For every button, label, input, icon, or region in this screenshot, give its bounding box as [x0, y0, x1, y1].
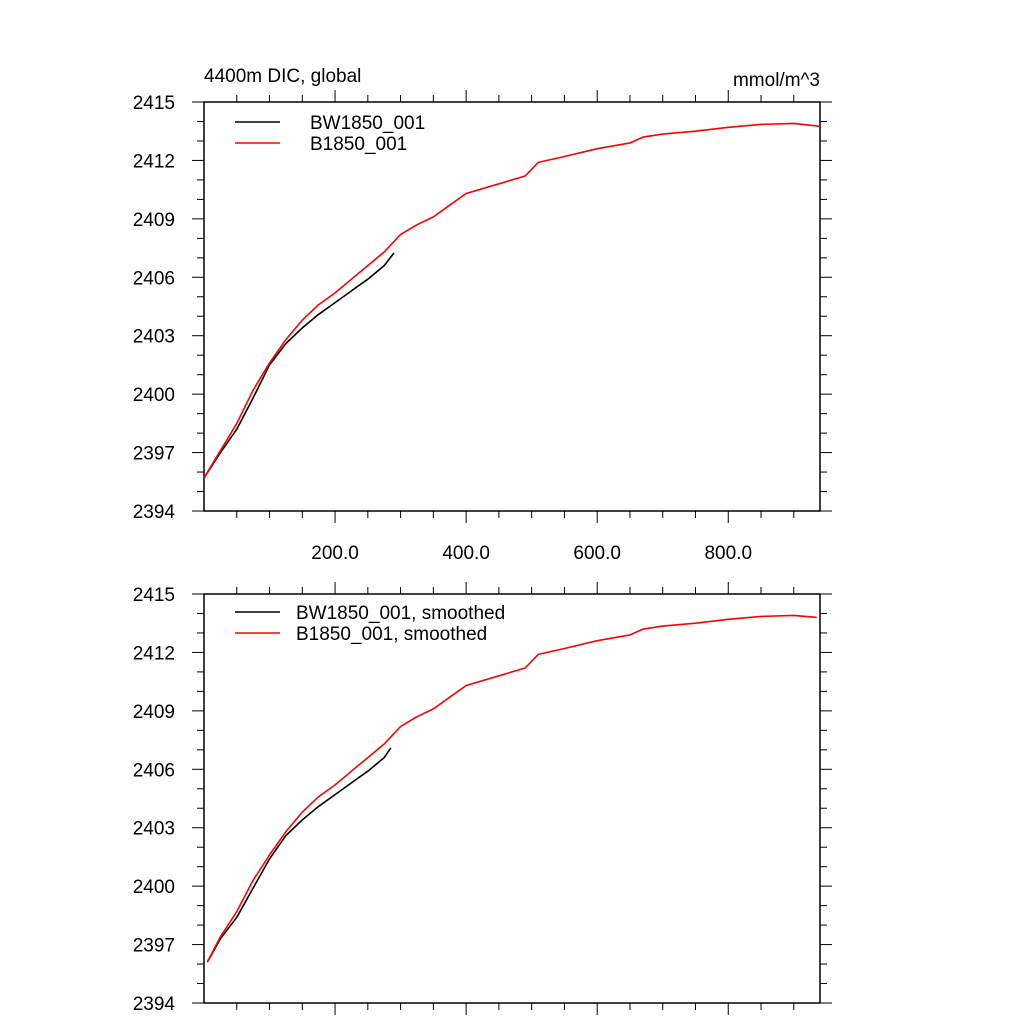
- series-line-b1850: [203, 122, 821, 479]
- y-tick-label: 2412: [133, 151, 175, 172]
- legend-label: BW1850_001, smoothed: [296, 603, 505, 624]
- y-tick-label: 2409: [133, 702, 175, 723]
- y-tick-label: 2400: [133, 385, 175, 406]
- y-tick-label: 2400: [133, 877, 175, 898]
- y-tick-label: 2415: [133, 585, 175, 606]
- units-label: mmol/m^3: [733, 70, 820, 91]
- y-tick-label: 2394: [133, 994, 176, 1015]
- series-line-b1850: [206, 614, 817, 963]
- y-tick-label: 2397: [133, 936, 175, 957]
- plot-frame: [203, 101, 821, 512]
- y-tick-label: 2415: [133, 93, 175, 114]
- legend-entry: BW1850_001, smoothed: [235, 603, 505, 624]
- series-line-bw1850: [206, 747, 392, 963]
- x-tick-label: 600.0: [573, 543, 621, 564]
- y-tick-label: 2406: [133, 268, 175, 289]
- legend-entry: BW1850_001: [235, 113, 425, 134]
- y-tick-label: 2403: [133, 327, 175, 348]
- legend-entry: B1850_001, smoothed: [235, 624, 487, 645]
- y-tick-label: 2403: [133, 819, 175, 840]
- plot-frame: [203, 593, 821, 1004]
- legend-label: BW1850_001: [310, 113, 425, 134]
- series-line-bw1850: [203, 252, 395, 479]
- x-tick-label: 400.0: [442, 543, 490, 564]
- x-tick-label: 200.0: [311, 543, 359, 564]
- y-tick-label: 2394: [133, 502, 176, 523]
- x-tick-label: 800.0: [704, 543, 752, 564]
- y-tick-label: 2412: [133, 643, 175, 664]
- y-tick-label: 2409: [133, 210, 175, 231]
- legend-label: B1850_001: [310, 134, 407, 155]
- plot-panel-2: 2394 2397 2400 2403 2406 2409 2412 2415 BW1850_0…: [133, 582, 832, 1015]
- y-tick-label: 2397: [133, 444, 175, 465]
- plot-panel-1: 2394 2397 2400 2403 2406 2409 2412 2415 200.0 400…: [133, 90, 832, 564]
- legend-entry: B1850_001: [235, 134, 407, 155]
- legend-label: B1850_001, smoothed: [296, 624, 487, 645]
- chart-title: 4400m DIC, global: [204, 66, 361, 87]
- y-tick-label: 2406: [133, 760, 175, 781]
